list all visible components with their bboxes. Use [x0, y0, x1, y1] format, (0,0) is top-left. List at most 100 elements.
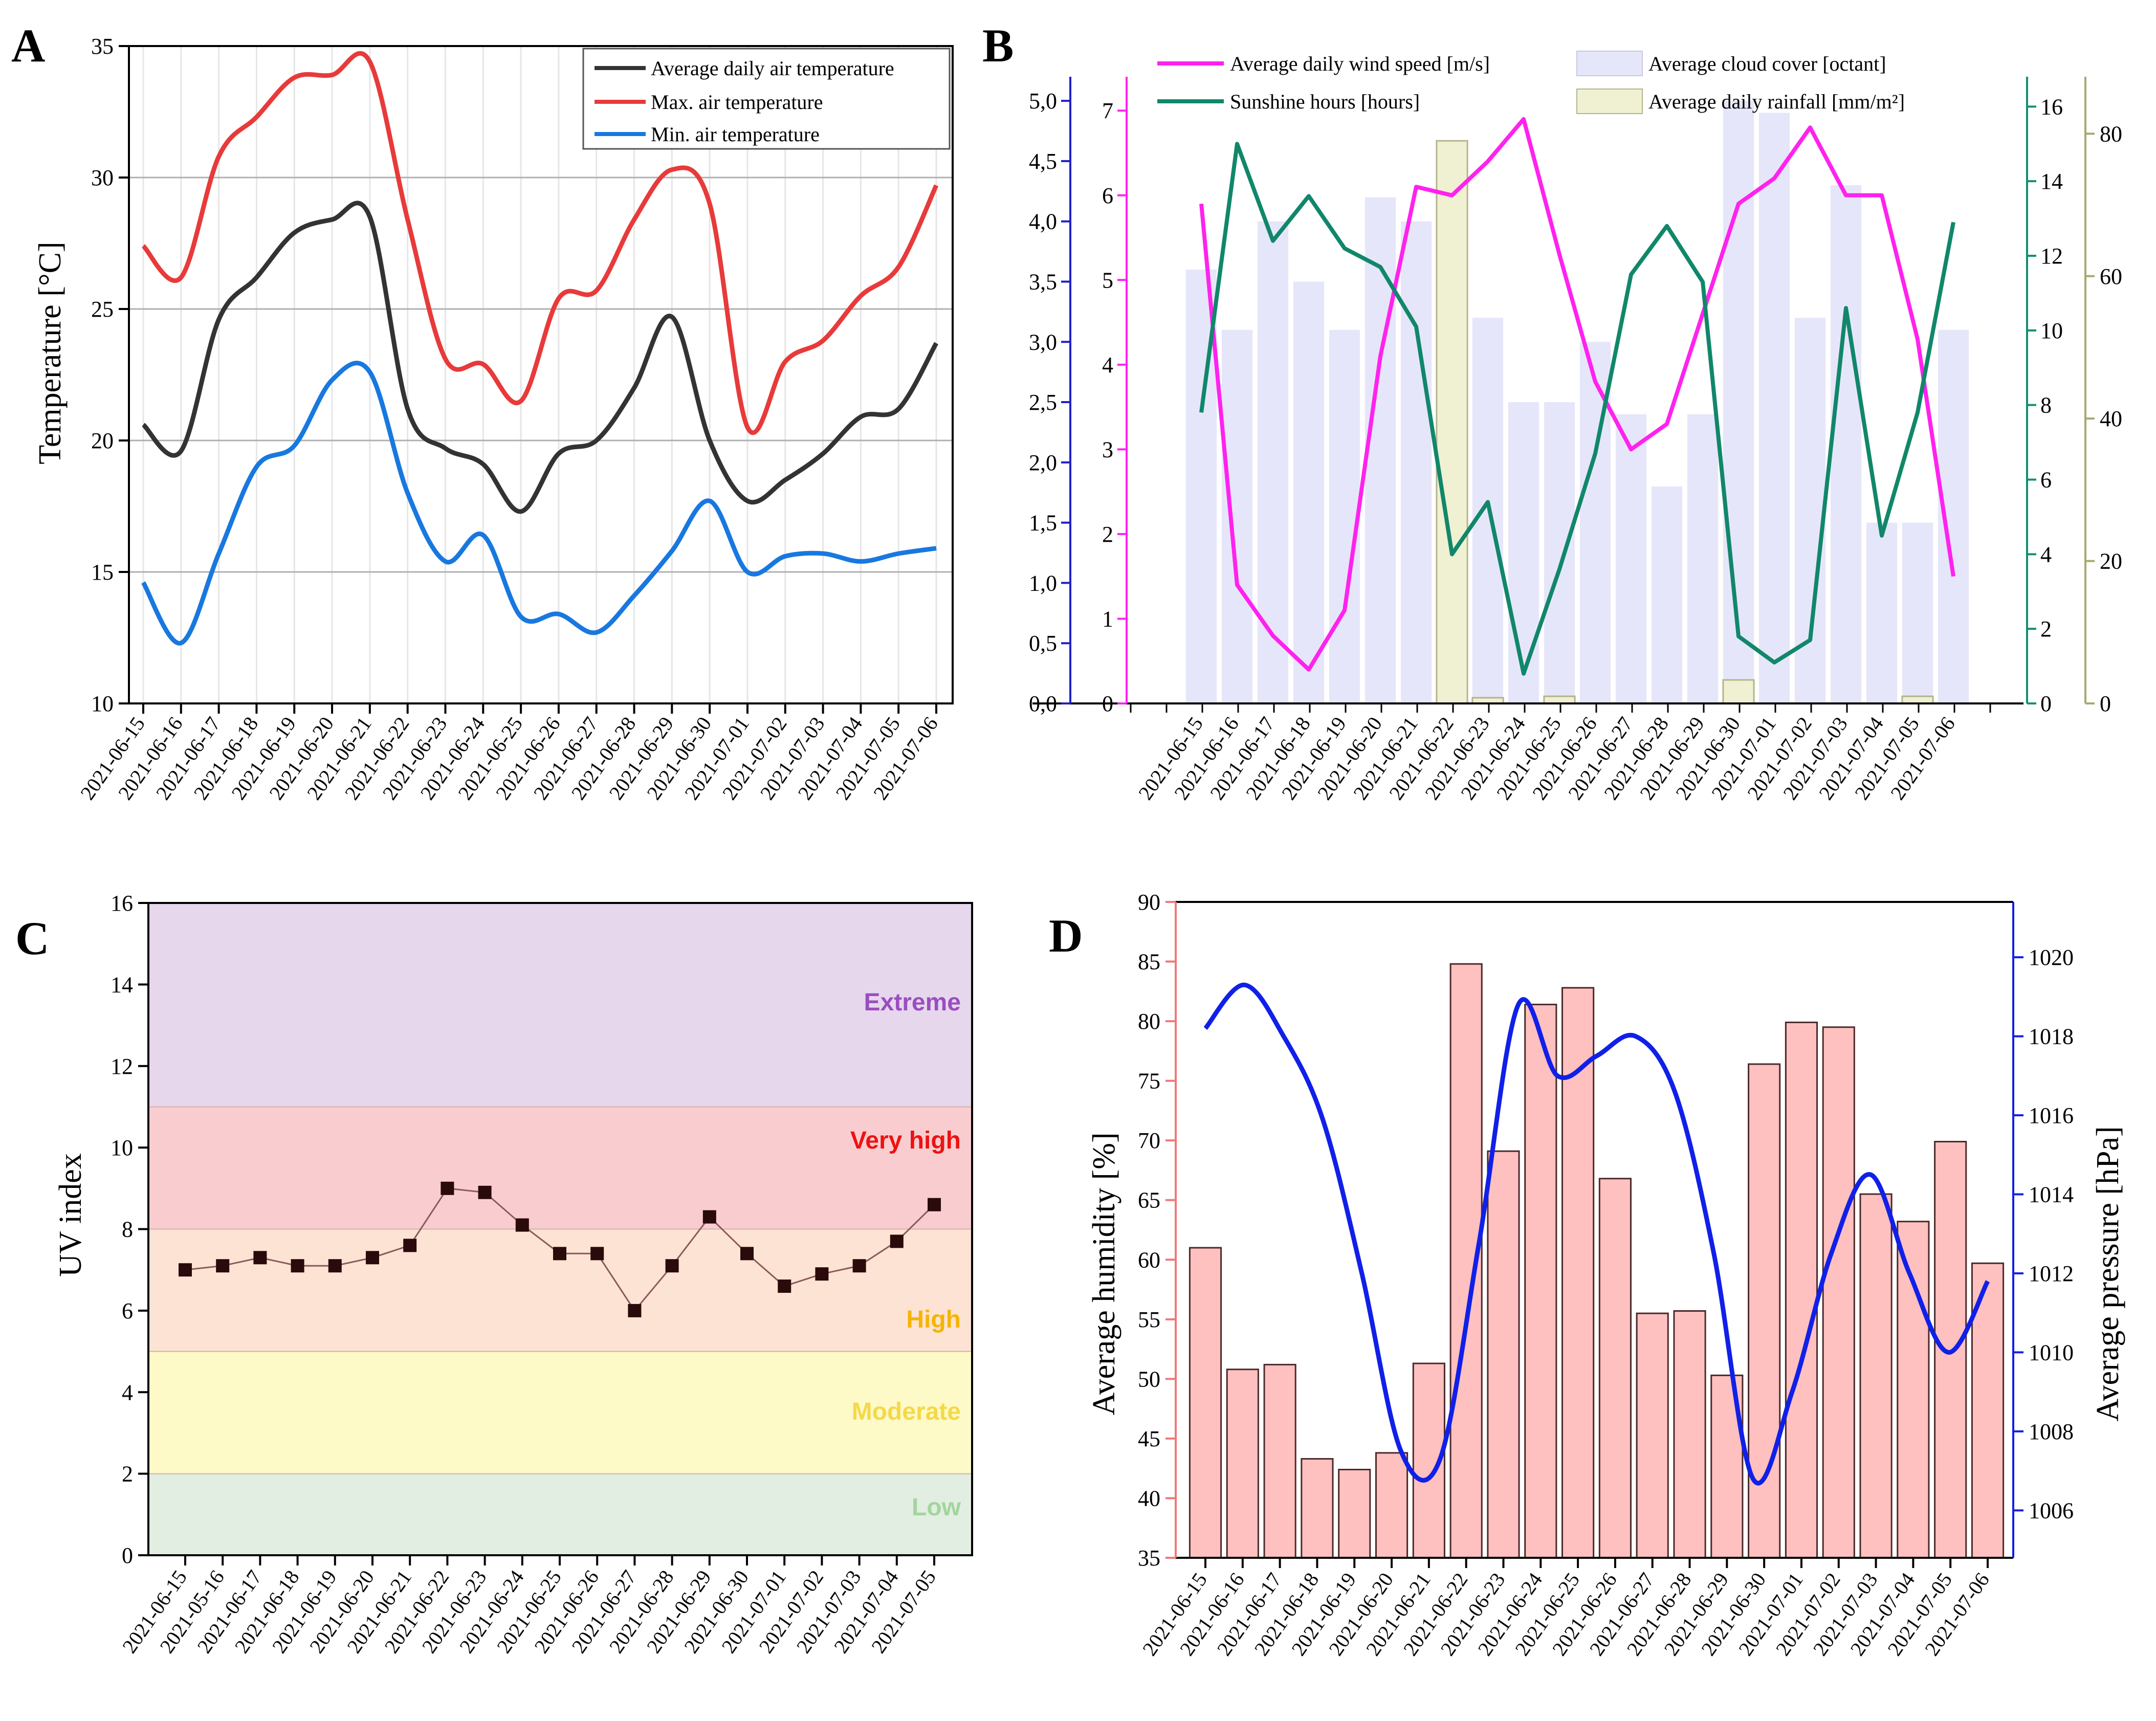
panel-b-rain-bar [1722, 679, 1755, 704]
panel-a-y-tick-label: 10 [91, 691, 114, 716]
panel-d-series [1203, 982, 1990, 1486]
panel-b-sunshine-tick-label: 10 [2040, 318, 2063, 343]
panel-d-left-tick-label: 90 [1138, 890, 1160, 915]
panel-c-uv-marker [291, 1259, 304, 1273]
panel-b-cloud-bar [1544, 402, 1575, 703]
panel-b-cloud-tick-label: 3,5 [1029, 269, 1057, 294]
panel-d-left-axis-title: Average humidity [%] [1087, 1132, 1121, 1415]
panel-c-y-tick-label: 12 [111, 1054, 133, 1079]
panel-c-zone-label: Extreme [864, 989, 961, 1016]
panel-b-sunshine-tick-label: 0 [2040, 691, 2052, 716]
panel-c-risk-zones: Low Moderate High Very high Extreme [148, 903, 972, 1555]
panel-b-cloud-bar [1293, 281, 1325, 703]
panel-c-y-tick-label: 8 [122, 1217, 133, 1242]
panel-a-y-tick-label: 30 [91, 165, 114, 190]
panel-d-right-tick-label: 1016 [2029, 1103, 2074, 1128]
panel-b-cloud-bar [1365, 197, 1396, 704]
panel-d-right-tick-label: 1020 [2029, 945, 2074, 970]
panel-d-left-tick-label: 45 [1138, 1426, 1160, 1451]
panel-b-cloud-bar [1902, 522, 1933, 703]
panel-b-wind-tick-label: 3 [1102, 437, 1113, 462]
panel-b-sunshine-tick-label: 12 [2040, 244, 2063, 269]
panel-b-wind-line [1199, 117, 1955, 672]
panel-a: A 1015202530352021-06-152021-06-162021-0… [11, 19, 954, 804]
panel-b-cloud-tick-label: 2,5 [1029, 390, 1057, 415]
panel-d-left-tick-label: 70 [1138, 1128, 1160, 1153]
panel-a-series-line-1 [141, 51, 939, 435]
panel-b-legend-label-cloud: Average cloud cover [octant] [1648, 52, 1886, 75]
panel-c-uv-marker [478, 1185, 492, 1199]
panel-d-humidity-bar [1338, 1469, 1371, 1559]
panel-b-rain-tick-label: 80 [2100, 121, 2122, 146]
panel-b-cloud-tick-label: 4,5 [1029, 149, 1057, 174]
panel-d-right-axis-title: Average pressure [hPa] [2091, 1126, 2125, 1421]
panel-a-y-axis-title: Temperature [°C] [33, 241, 68, 464]
panel-b-cloud-bar [1830, 185, 1862, 703]
panel-c-uv-marker [702, 1210, 716, 1224]
panel-b-cloud-bar [1257, 221, 1289, 703]
panel-a-series-line-2 [141, 361, 937, 646]
panel-c-uv-marker [665, 1259, 679, 1273]
panel-letter-a: A [11, 19, 45, 72]
panel-b-legend-label-wind: Average daily wind speed [m/s] [1230, 52, 1490, 75]
panel-c-uv-marker [890, 1234, 904, 1248]
panel-b-cloud-bar [1329, 329, 1360, 703]
panel-d-humidity-bar [1859, 1193, 1893, 1559]
panel-c-y-tick-label: 2 [122, 1462, 133, 1487]
panel-d-right-tick-label: 1018 [2029, 1024, 2074, 1049]
panel-b-rain-bar [1901, 695, 1934, 704]
panel-b-wind-tick-label: 6 [1102, 183, 1113, 208]
panel-d-humidity-bar [1636, 1312, 1669, 1559]
panel-b-cloud-bar [1400, 221, 1432, 703]
panel-d-humidity-bar [1598, 1178, 1632, 1559]
panel-c-zone-label: High [906, 1306, 961, 1333]
panel-c-zone-label: Low [912, 1494, 961, 1521]
panel-c-uv-marker [590, 1247, 604, 1261]
panel-b-series [1199, 117, 1955, 676]
panel-c-zone-label: Moderate [852, 1398, 961, 1425]
panel-b-cloud-bar [1687, 414, 1719, 703]
panel-c-uv-marker [778, 1279, 791, 1293]
panel-d-left-tick-label: 85 [1138, 950, 1160, 975]
panel-b: B 2021-06-152021-06-162021-06-172021-06-… [982, 19, 2122, 804]
panel-a-y-tick-label: 25 [91, 297, 114, 322]
panel-c-uv-marker [928, 1198, 941, 1211]
panel-letter-b: B [982, 19, 1014, 72]
panel-c-uv-marker [179, 1263, 192, 1277]
panel-c-uv-marker [253, 1251, 267, 1265]
panel-d-humidity-bar [1673, 1310, 1706, 1559]
panel-b-sunshine-line [1199, 142, 1955, 676]
panel-b-legend-label-rain: Average daily rainfall [mm/m²] [1648, 90, 1905, 113]
panel-c-zone-extreme [148, 903, 972, 1107]
panel-d-pressure-line [1203, 982, 1990, 1486]
panel-b-rain-bar [1543, 695, 1576, 704]
panel-b-legend-swatch-rain [1576, 89, 1643, 114]
panel-b-cloud-tick-label: 1,5 [1029, 511, 1057, 536]
panel-c-uv-marker [815, 1267, 829, 1281]
panel-b-rain-tick-label: 20 [2100, 549, 2122, 574]
panel-b-cloud-tick-label: 3,0 [1029, 329, 1057, 355]
panel-b-cloud-bar [1651, 486, 1683, 703]
panel-a-y-tick-label: 20 [91, 428, 114, 453]
panel-b-wind-tick-label: 1 [1102, 606, 1113, 631]
panel-d-humidity-bar [1785, 1021, 1818, 1559]
panel-d-humidity-bar [1301, 1458, 1334, 1559]
panel-a-series [141, 51, 939, 646]
panel-b-cloud-tick-label: 0,0 [1029, 691, 1057, 716]
panel-a-legend-label-min: Min. air temperature [651, 123, 820, 146]
panel-d-humidity-bar [1487, 1150, 1520, 1559]
panel-b-cloud-bar [1508, 402, 1539, 703]
panel-b-rain-tick-label: 60 [2100, 264, 2122, 289]
panel-b-sunshine-tick-label: 6 [2040, 468, 2052, 493]
panel-b-sunshine-tick-label: 2 [2040, 616, 2052, 642]
panel-c-y-tick-label: 4 [122, 1380, 133, 1405]
panel-b-rain-bar [1436, 140, 1468, 704]
panel-b-cloud-tick-label: 2,0 [1029, 450, 1057, 475]
panel-b-legend-label-sunshine: Sunshine hours [hours] [1230, 90, 1420, 113]
panel-d-humidity-bar [1263, 1363, 1296, 1559]
panel-b-cloud-bar [1221, 329, 1253, 703]
panel-b-cloud-tick-label: 4,0 [1029, 209, 1057, 234]
panel-c-uv-marker [628, 1304, 642, 1317]
panel-d-left-tick-label: 80 [1138, 1009, 1160, 1034]
panel-c-zone-very-high [148, 1107, 972, 1229]
